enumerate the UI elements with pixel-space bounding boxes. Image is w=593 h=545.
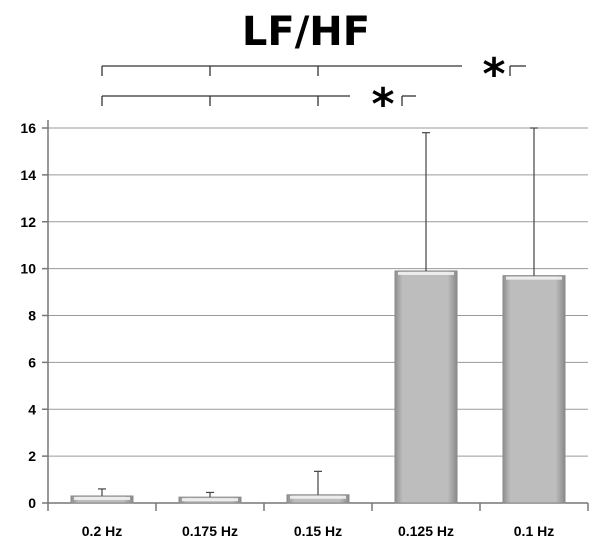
y-tick-label: 14 [20, 167, 36, 183]
y-tick-label: 6 [28, 354, 36, 370]
error-bars [98, 127, 538, 498]
x-category-labels: 0.2 Hz 0.175 Hz 0.15 Hz 0.125 Hz 0.1 Hz [82, 523, 554, 539]
bar-highlight [182, 498, 238, 502]
y-tick-label: 0 [28, 495, 36, 511]
y-tick-label: 16 [20, 120, 36, 136]
y-tick-label: 12 [20, 214, 36, 230]
bar-highlight [398, 271, 454, 275]
y-tick-label: 4 [28, 401, 36, 417]
gridlines [48, 127, 588, 457]
x-category-label: 0.1 Hz [514, 523, 554, 539]
y-tick-label: 8 [28, 308, 36, 324]
bar-highlight [74, 496, 130, 500]
y-tick-labels: 0 2 4 6 8 10 12 14 16 [20, 120, 36, 511]
bar [502, 275, 566, 504]
y-tick-label: 2 [28, 448, 36, 464]
x-category-label: 0.15 Hz [294, 523, 342, 539]
x-category-label: 0.175 Hz [182, 523, 238, 539]
x-category-label: 0.2 Hz [82, 523, 122, 539]
y-tick-label: 10 [20, 261, 36, 277]
bars [70, 270, 566, 504]
x-category-label: 0.125 Hz [398, 523, 454, 539]
chart-title: LF/HF [242, 9, 370, 55]
bar-highlight [506, 276, 562, 280]
bar-highlight [290, 495, 346, 499]
significance-star: * [371, 79, 394, 130]
significance-star: * [482, 49, 505, 100]
significance-brackets: ** [101, 49, 526, 130]
bar [394, 270, 458, 504]
